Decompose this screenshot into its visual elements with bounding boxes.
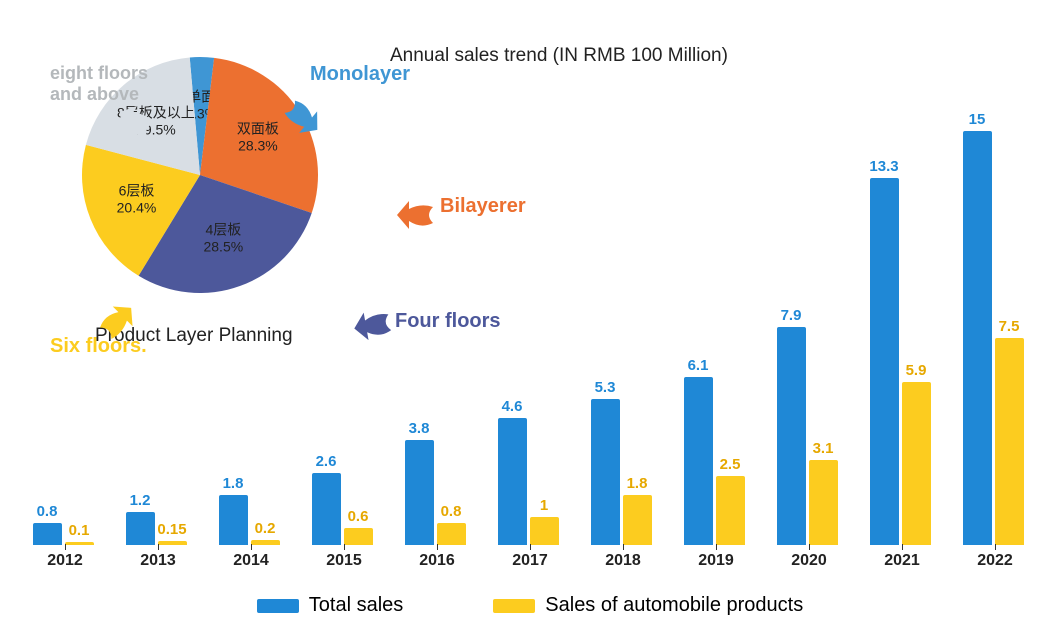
- bar-total-label-2013: 1.2: [120, 492, 160, 509]
- x-tick: [65, 544, 66, 550]
- bar-total-2012: [33, 523, 62, 545]
- arrow-icon: [395, 193, 439, 237]
- x-tick: [623, 544, 624, 550]
- bar-total-2022: [963, 131, 992, 545]
- callout-monolayer: Monolayer: [310, 63, 410, 86]
- bar-auto-2022: [995, 338, 1024, 545]
- x-label-2016: 2016: [402, 552, 472, 570]
- bar-group-2018: 5.3 1.8 2018: [588, 90, 658, 570]
- x-tick: [995, 544, 996, 550]
- bar-auto-label-2016: 0.8: [431, 503, 471, 520]
- bar-auto-2013: [158, 541, 187, 545]
- bar-total-label-2012: 0.8: [27, 503, 67, 520]
- bar-group-2019: 6.1 2.5 2019: [681, 90, 751, 570]
- bar-total-2019: [684, 377, 713, 545]
- bar-auto-label-2013: 0.15: [152, 521, 192, 538]
- legend: Total sales Sales of automobile products: [0, 594, 1060, 617]
- bar-group-2014: 1.8 0.2 2014: [216, 90, 286, 570]
- bar-total-2021: [870, 178, 899, 545]
- x-label-2022: 2022: [960, 552, 1030, 570]
- x-label-2021: 2021: [867, 552, 937, 570]
- x-label-2020: 2020: [774, 552, 844, 570]
- legend-label: Total sales: [309, 594, 404, 617]
- bar-auto-2020: [809, 460, 838, 545]
- x-label-2014: 2014: [216, 552, 286, 570]
- bar-auto-label-2017: 1: [524, 497, 564, 514]
- legend-swatch: [493, 599, 535, 613]
- bar-total-label-2019: 6.1: [678, 357, 718, 374]
- bar-total-label-2022: 15: [957, 111, 997, 128]
- x-tick: [437, 544, 438, 550]
- legend-swatch: [257, 599, 299, 613]
- bar-total-2013: [126, 512, 155, 545]
- bar-auto-label-2014: 0.2: [245, 520, 285, 537]
- bar-auto-2019: [716, 476, 745, 545]
- callout-fourlayer: Four floors: [395, 310, 501, 333]
- bar-auto-label-2012: 0.1: [59, 522, 99, 539]
- bar-auto-2014: [251, 540, 280, 546]
- bar-auto-label-2021: 5.9: [896, 362, 936, 379]
- callout-bilayer: Bilayerer: [440, 195, 526, 218]
- legend-item-1: Sales of automobile products: [493, 594, 803, 617]
- bar-group-2021: 13.3 5.9 2021: [867, 90, 937, 570]
- bar-chart: 0.8 0.1 2012 1.2 0.15 2013 1.8 0.2 2014 2.6 0.6 201…: [20, 90, 1040, 570]
- x-tick: [902, 544, 903, 550]
- bar-total-label-2021: 13.3: [864, 158, 904, 175]
- x-label-2012: 2012: [30, 552, 100, 570]
- bar-total-2014: [219, 495, 248, 545]
- bar-total-2018: [591, 399, 620, 545]
- bar-total-2016: [405, 440, 434, 545]
- bar-group-2017: 4.6 1 2017: [495, 90, 565, 570]
- bar-chart-title: Annual sales trend (IN RMB 100 Million): [390, 45, 728, 67]
- arrow-icon: [349, 300, 400, 351]
- bar-auto-2018: [623, 495, 652, 545]
- legend-label: Sales of automobile products: [545, 594, 803, 617]
- bar-auto-2012: [65, 542, 94, 545]
- bar-auto-label-2019: 2.5: [710, 456, 750, 473]
- x-label-2018: 2018: [588, 552, 658, 570]
- bar-auto-2017: [530, 517, 559, 545]
- x-label-2017: 2017: [495, 552, 565, 570]
- bar-auto-2021: [902, 382, 931, 545]
- x-tick: [716, 544, 717, 550]
- x-tick: [344, 544, 345, 550]
- bar-auto-2015: [344, 528, 373, 545]
- x-tick: [251, 544, 252, 550]
- x-label-2015: 2015: [309, 552, 379, 570]
- bar-auto-label-2015: 0.6: [338, 508, 378, 525]
- bar-auto-label-2018: 1.8: [617, 475, 657, 492]
- bar-total-label-2017: 4.6: [492, 398, 532, 415]
- bar-total-2015: [312, 473, 341, 545]
- bar-total-2020: [777, 327, 806, 545]
- x-tick: [158, 544, 159, 550]
- bar-group-2020: 7.9 3.1 2020: [774, 90, 844, 570]
- bar-total-label-2016: 3.8: [399, 420, 439, 437]
- callout-sixlayer: Six floors.: [50, 335, 147, 358]
- x-label-2019: 2019: [681, 552, 751, 570]
- bar-total-label-2015: 2.6: [306, 453, 346, 470]
- bar-total-label-2020: 7.9: [771, 307, 811, 324]
- bar-group-2012: 0.8 0.1 2012: [30, 90, 100, 570]
- bar-auto-2016: [437, 523, 466, 545]
- bar-total-label-2018: 5.3: [585, 379, 625, 396]
- x-tick: [530, 544, 531, 550]
- bar-total-label-2014: 1.8: [213, 475, 253, 492]
- bar-auto-label-2022: 7.5: [989, 318, 1029, 335]
- legend-item-0: Total sales: [257, 594, 404, 617]
- bar-total-2017: [498, 418, 527, 545]
- x-tick: [809, 544, 810, 550]
- bar-auto-label-2020: 3.1: [803, 440, 843, 457]
- bar-group-2022: 15 7.5 2022: [960, 90, 1030, 570]
- x-label-2013: 2013: [123, 552, 193, 570]
